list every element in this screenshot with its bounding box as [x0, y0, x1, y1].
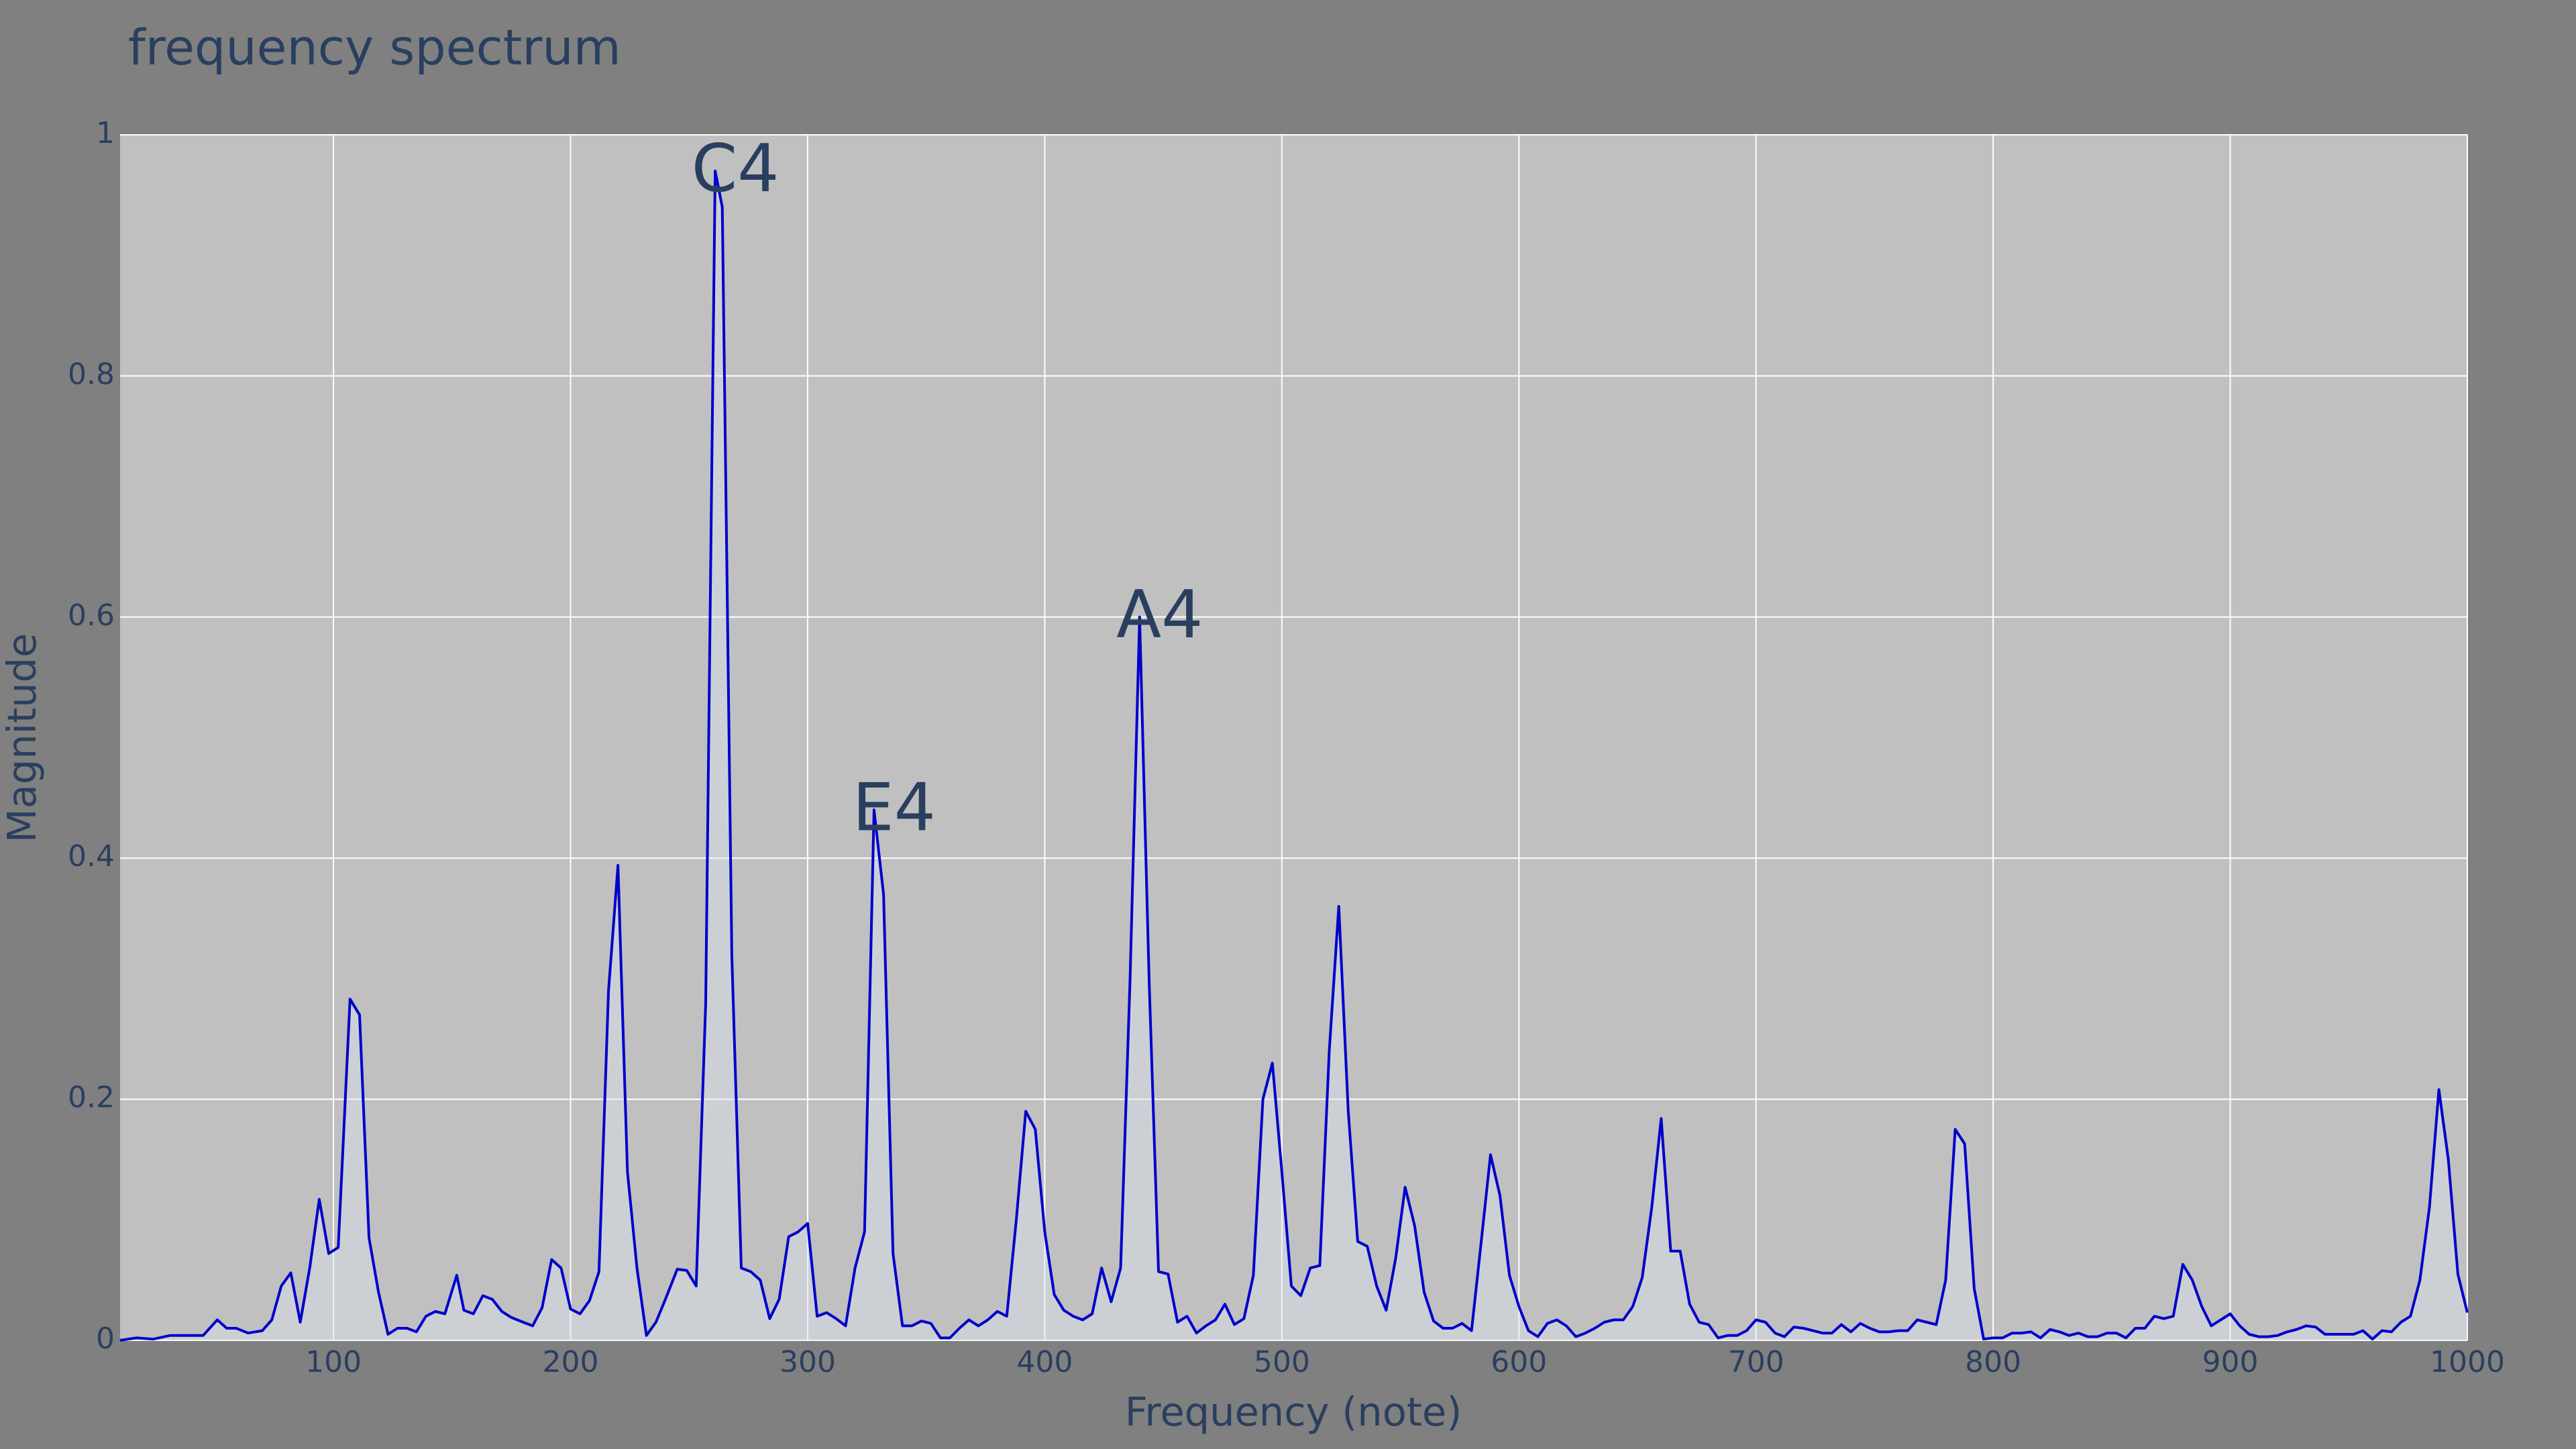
x-tick-label: 800 [1965, 1345, 2021, 1379]
x-tick-label: 400 [1016, 1345, 1073, 1379]
y-tick-label: 0 [96, 1322, 115, 1356]
x-axis-title: Frequency (note) [1125, 1389, 1462, 1435]
y-tick-label: 0.6 [68, 598, 115, 633]
x-tick-label: 200 [543, 1345, 599, 1379]
series-line [119, 169, 2469, 1342]
annotation: C4 [692, 131, 780, 207]
x-tick-label: 1000 [2430, 1345, 2505, 1379]
x-tick-label: 700 [1728, 1345, 1784, 1379]
x-tick-label: 100 [305, 1345, 362, 1379]
chart-title: frequency spectrum [128, 19, 621, 76]
x-tick-label: 600 [1491, 1345, 1547, 1379]
area-fill [120, 170, 2467, 1340]
annotation: E4 [853, 769, 936, 846]
y-tick-label: 0.4 [68, 839, 115, 873]
y-tick-label: 1 [96, 116, 115, 150]
annotation: A4 [1116, 577, 1203, 653]
x-tick-label: 300 [780, 1345, 836, 1379]
plot-background [120, 135, 2467, 1340]
y-axis-title: Magnitude [0, 633, 45, 843]
x-tick-label: 500 [1254, 1345, 1310, 1379]
y-tick-label: 0.8 [68, 357, 115, 391]
x-tick-label: 900 [2202, 1345, 2259, 1379]
y-tick-label: 0.2 [68, 1081, 115, 1115]
